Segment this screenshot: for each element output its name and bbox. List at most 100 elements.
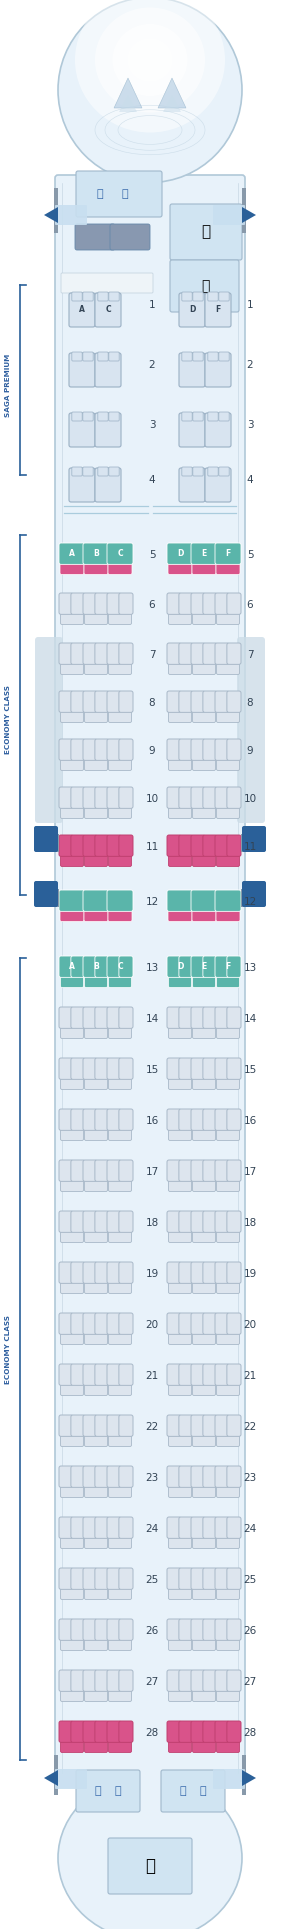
FancyBboxPatch shape — [203, 592, 217, 613]
FancyBboxPatch shape — [192, 559, 216, 575]
FancyBboxPatch shape — [83, 1568, 97, 1589]
FancyBboxPatch shape — [85, 802, 107, 818]
Ellipse shape — [95, 8, 205, 112]
FancyBboxPatch shape — [193, 1481, 215, 1497]
FancyBboxPatch shape — [119, 1211, 133, 1233]
FancyBboxPatch shape — [61, 1636, 83, 1651]
FancyBboxPatch shape — [107, 787, 121, 808]
FancyBboxPatch shape — [83, 291, 93, 301]
FancyBboxPatch shape — [193, 972, 215, 988]
FancyBboxPatch shape — [119, 1364, 133, 1385]
FancyBboxPatch shape — [109, 291, 119, 301]
Text: ECONOMY CLASS: ECONOMY CLASS — [5, 685, 11, 754]
FancyBboxPatch shape — [193, 1022, 215, 1038]
FancyBboxPatch shape — [227, 1466, 241, 1487]
FancyBboxPatch shape — [119, 1568, 133, 1589]
FancyBboxPatch shape — [179, 1516, 193, 1537]
FancyBboxPatch shape — [193, 660, 215, 675]
FancyBboxPatch shape — [215, 642, 229, 664]
FancyBboxPatch shape — [61, 1431, 83, 1447]
FancyBboxPatch shape — [61, 1022, 83, 1038]
FancyBboxPatch shape — [95, 1721, 109, 1742]
FancyBboxPatch shape — [215, 1057, 229, 1080]
FancyBboxPatch shape — [217, 1584, 239, 1599]
FancyBboxPatch shape — [217, 851, 239, 866]
FancyBboxPatch shape — [179, 1671, 193, 1692]
FancyBboxPatch shape — [54, 1755, 58, 1796]
Text: 19: 19 — [146, 1269, 159, 1279]
FancyBboxPatch shape — [241, 889, 245, 907]
FancyBboxPatch shape — [179, 1262, 193, 1283]
FancyBboxPatch shape — [55, 889, 59, 907]
FancyBboxPatch shape — [119, 1314, 133, 1335]
FancyBboxPatch shape — [193, 1125, 215, 1140]
FancyBboxPatch shape — [167, 1568, 181, 1589]
Text: 16: 16 — [243, 1117, 256, 1127]
Text: B: B — [93, 963, 99, 970]
FancyBboxPatch shape — [95, 413, 121, 448]
FancyBboxPatch shape — [61, 274, 153, 293]
FancyBboxPatch shape — [217, 1481, 239, 1497]
FancyBboxPatch shape — [191, 1618, 205, 1640]
FancyBboxPatch shape — [109, 467, 119, 476]
Text: A: A — [69, 550, 75, 557]
FancyBboxPatch shape — [167, 1159, 181, 1181]
Text: 21: 21 — [146, 1372, 159, 1381]
FancyBboxPatch shape — [83, 1416, 97, 1437]
FancyBboxPatch shape — [215, 1618, 229, 1640]
FancyBboxPatch shape — [75, 224, 115, 251]
FancyBboxPatch shape — [215, 1314, 229, 1335]
FancyBboxPatch shape — [179, 1466, 193, 1487]
FancyBboxPatch shape — [193, 1736, 215, 1752]
FancyBboxPatch shape — [227, 739, 241, 760]
FancyBboxPatch shape — [203, 1618, 217, 1640]
Text: 13: 13 — [146, 963, 159, 972]
FancyBboxPatch shape — [59, 1159, 73, 1181]
FancyBboxPatch shape — [205, 413, 231, 448]
Text: F: F — [215, 305, 220, 314]
FancyBboxPatch shape — [179, 1159, 193, 1181]
Polygon shape — [242, 1771, 256, 1786]
Text: 16: 16 — [146, 1117, 159, 1127]
FancyBboxPatch shape — [95, 1057, 109, 1080]
FancyBboxPatch shape — [205, 353, 231, 388]
FancyBboxPatch shape — [193, 1636, 215, 1651]
FancyBboxPatch shape — [167, 542, 193, 565]
Polygon shape — [254, 831, 266, 849]
FancyBboxPatch shape — [242, 1755, 246, 1796]
FancyBboxPatch shape — [107, 1568, 121, 1589]
FancyBboxPatch shape — [191, 642, 205, 664]
Text: 15: 15 — [243, 1065, 256, 1074]
Text: 6: 6 — [247, 600, 253, 610]
FancyBboxPatch shape — [169, 1636, 191, 1651]
FancyBboxPatch shape — [227, 642, 241, 664]
FancyBboxPatch shape — [191, 835, 205, 856]
FancyBboxPatch shape — [193, 610, 215, 625]
Text: B: B — [93, 550, 99, 557]
FancyBboxPatch shape — [95, 1211, 109, 1233]
FancyBboxPatch shape — [169, 972, 191, 988]
FancyBboxPatch shape — [59, 1262, 73, 1283]
FancyBboxPatch shape — [83, 642, 97, 664]
FancyBboxPatch shape — [69, 469, 95, 502]
FancyBboxPatch shape — [179, 1721, 193, 1742]
Text: A: A — [79, 305, 85, 314]
Text: 23: 23 — [243, 1474, 256, 1483]
FancyBboxPatch shape — [109, 1022, 131, 1038]
FancyBboxPatch shape — [167, 691, 181, 712]
Polygon shape — [163, 95, 181, 112]
FancyBboxPatch shape — [191, 1211, 205, 1233]
Polygon shape — [34, 831, 46, 849]
FancyBboxPatch shape — [203, 1007, 217, 1028]
FancyBboxPatch shape — [95, 1159, 109, 1181]
FancyBboxPatch shape — [85, 706, 107, 723]
FancyBboxPatch shape — [109, 1277, 131, 1294]
FancyBboxPatch shape — [227, 1618, 241, 1640]
FancyBboxPatch shape — [109, 610, 131, 625]
FancyBboxPatch shape — [167, 1109, 181, 1130]
Text: 23: 23 — [146, 1474, 159, 1483]
FancyBboxPatch shape — [191, 957, 205, 978]
FancyBboxPatch shape — [83, 1314, 97, 1335]
Text: 22: 22 — [146, 1422, 159, 1431]
Text: 🚻: 🚻 — [200, 1786, 206, 1796]
